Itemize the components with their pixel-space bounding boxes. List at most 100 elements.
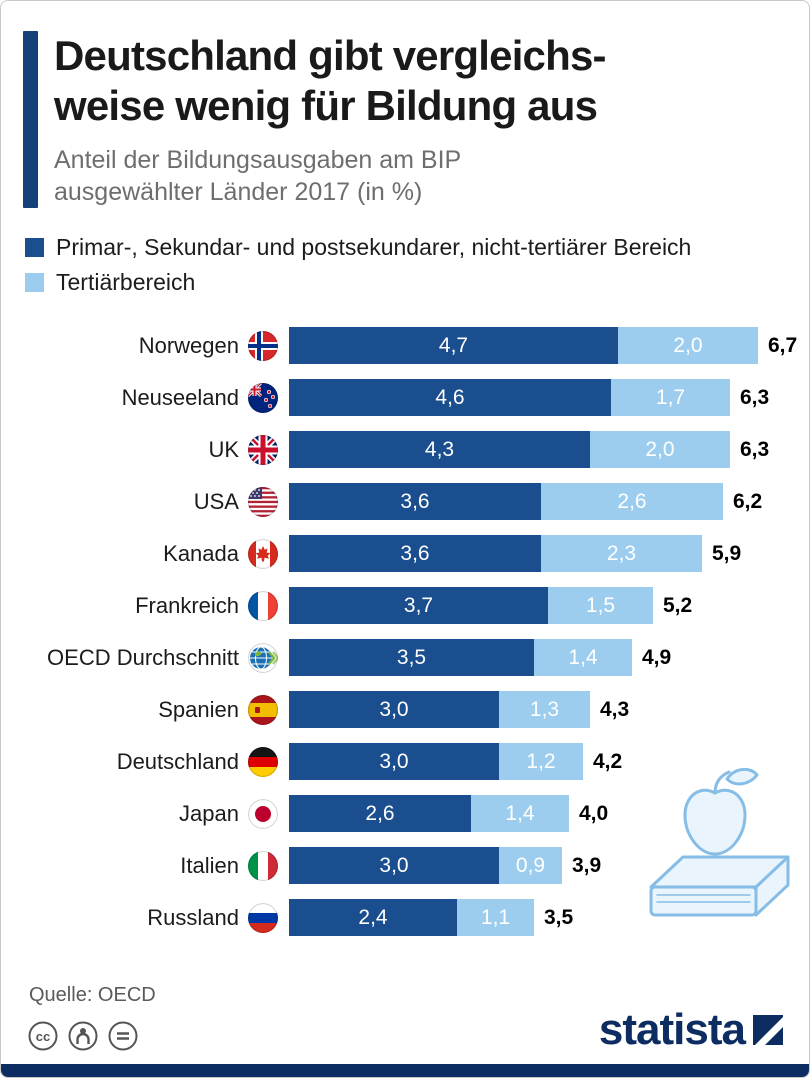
svg-text:cc: cc — [36, 1029, 50, 1044]
flag-icon-canada — [248, 538, 278, 569]
chart-row: Japan 2,6 1,4 4,0 — [1, 788, 809, 840]
statista-wordmark: statista — [598, 1005, 746, 1054]
total-label: 3,5 — [544, 905, 574, 929]
stacked-bar: 2,4 1,1 — [289, 899, 534, 937]
stacked-bar: 3,0 0,9 — [289, 847, 562, 885]
flag-icon-germany — [248, 746, 278, 777]
chart-row: UK 4,3 2,0 6,3 — [1, 424, 809, 476]
flag-icon-russia — [248, 902, 278, 933]
statista-logo-mark — [753, 1015, 783, 1045]
flag-icon-france — [248, 590, 278, 621]
stacked-bar: 2,6 1,4 — [289, 795, 569, 833]
bar-chart: Norwegen 4,7 2,0 6,7 Neuseeland 4,6 1,7 6,3 UK 4,… — [1, 320, 809, 944]
flag-icon-uk — [248, 434, 278, 465]
flag-icon-spain — [248, 694, 278, 725]
bar-segment-primary: 3,5 — [289, 639, 534, 677]
stacked-bar: 4,3 2,0 — [289, 431, 730, 469]
chart-row: Spanien 3,0 1,3 4,3 — [1, 684, 809, 736]
country-label: Japan — [179, 800, 239, 826]
bar-segment-primary: 3,0 — [289, 743, 499, 781]
bar-segment-tertiary: 2,0 — [618, 327, 758, 365]
total-label: 4,2 — [593, 749, 623, 773]
country-label: Frankreich — [135, 592, 239, 618]
stacked-bar: 4,6 1,7 — [289, 379, 730, 417]
flag-icon-newzealand — [248, 382, 278, 413]
total-label: 4,9 — [642, 645, 672, 669]
bar-segment-tertiary: 1,1 — [457, 899, 534, 937]
page-title: Deutschland gibt vergleichs-weise wenig … — [54, 31, 607, 132]
country-label: UK — [208, 436, 239, 462]
no-derivatives-icon[interactable] — [107, 1020, 139, 1052]
chart-row: Neuseeland 4,6 1,7 6,3 — [1, 372, 809, 424]
source-note: Quelle: OECD — [29, 984, 156, 1006]
bar-segment-tertiary: 1,5 — [548, 587, 653, 625]
flag-icon-italy — [248, 850, 278, 881]
bar-segment-tertiary: 0,9 — [499, 847, 562, 885]
country-label: Russland — [147, 904, 239, 930]
legend-swatch-primary — [25, 237, 44, 257]
legend: Primar-, Sekundar- und postsekundarer, n… — [25, 234, 809, 296]
bar-segment-primary: 4,6 — [289, 379, 611, 417]
bar-segment-primary: 4,7 — [289, 327, 618, 365]
stacked-bar: 3,7 1,5 — [289, 587, 653, 625]
header: Deutschland gibt vergleichs-weise wenig … — [1, 1, 809, 208]
total-label: 6,2 — [733, 489, 763, 513]
total-label: 4,0 — [579, 801, 609, 825]
stacked-bar: 3,0 1,2 — [289, 743, 583, 781]
bar-segment-tertiary: 2,3 — [541, 535, 702, 573]
total-label: 6,3 — [740, 437, 770, 461]
stacked-bar: 4,7 2,0 — [289, 327, 758, 365]
total-label: 3,9 — [572, 853, 602, 877]
flag-icon-japan — [248, 798, 278, 829]
country-label: Spanien — [158, 696, 239, 722]
bar-segment-tertiary: 2,0 — [590, 431, 730, 469]
total-label: 5,9 — [712, 541, 742, 565]
title-line-2: weise wenig für Bildung aus — [54, 82, 598, 130]
total-label: 6,3 — [740, 385, 770, 409]
flag-icon-norway — [248, 330, 278, 361]
stacked-bar: 3,6 2,3 — [289, 535, 702, 573]
bar-segment-tertiary: 2,6 — [541, 483, 723, 521]
subtitle-line-2: ausgewählter Länder 2017 (in %) — [54, 177, 423, 206]
bar-segment-tertiary: 1,3 — [499, 691, 590, 729]
statista-logo[interactable]: statista — [599, 1005, 783, 1055]
legend-item-tertiary: Tertiärbereich — [25, 269, 809, 296]
chart-row: Kanada 3,6 2,3 5,9 — [1, 528, 809, 580]
country-label: Kanada — [163, 540, 239, 566]
bar-segment-primary: 2,6 — [289, 795, 471, 833]
bar-segment-primary: 3,7 — [289, 587, 548, 625]
cc-icon[interactable]: cc — [27, 1020, 59, 1052]
stacked-bar: 3,0 1,3 — [289, 691, 590, 729]
footer-bar — [1, 1064, 809, 1077]
bar-segment-primary: 2,4 — [289, 899, 457, 937]
total-label: 4,3 — [600, 697, 630, 721]
total-label: 5,2 — [663, 593, 693, 617]
country-label: Neuseeland — [121, 384, 239, 410]
bar-segment-primary: 4,3 — [289, 431, 590, 469]
title-line-1: Deutschland gibt vergleichs- — [54, 32, 607, 79]
attribution-icon[interactable] — [67, 1020, 99, 1052]
country-label: Deutschland — [116, 748, 239, 774]
bar-segment-tertiary: 1,4 — [534, 639, 632, 677]
chart-row: Italien 3,0 0,9 3,9 — [1, 840, 809, 892]
chart-row: OECD Durchschnitt 3,5 1,4 4,9 — [1, 632, 809, 684]
bar-segment-primary: 3,0 — [289, 847, 499, 885]
title-accent-bar — [23, 31, 38, 208]
license-badges[interactable]: cc — [27, 1020, 139, 1052]
flag-icon-usa — [248, 486, 278, 517]
bar-segment-tertiary: 1,4 — [471, 795, 569, 833]
bar-segment-primary: 3,0 — [289, 691, 499, 729]
stacked-bar: 3,5 1,4 — [289, 639, 632, 677]
chart-row: Frankreich 3,7 1,5 5,2 — [1, 580, 809, 632]
legend-label-tertiary: Tertiärbereich — [56, 268, 196, 295]
total-label: 6,7 — [768, 333, 798, 357]
subtitle-line-1: Anteil der Bildungsausgaben am BIP — [54, 145, 462, 174]
bar-segment-tertiary: 1,2 — [499, 743, 583, 781]
subtitle: Anteil der Bildungsausgaben am BIP ausgew… — [54, 144, 606, 208]
country-label: Norwegen — [138, 332, 239, 358]
country-label: OECD Durchschnitt — [47, 644, 239, 670]
chart-row: Norwegen 4,7 2,0 6,7 — [1, 320, 809, 372]
chart-row: Russland 2,4 1,1 3,5 — [1, 892, 809, 944]
country-label: Italien — [180, 852, 239, 878]
